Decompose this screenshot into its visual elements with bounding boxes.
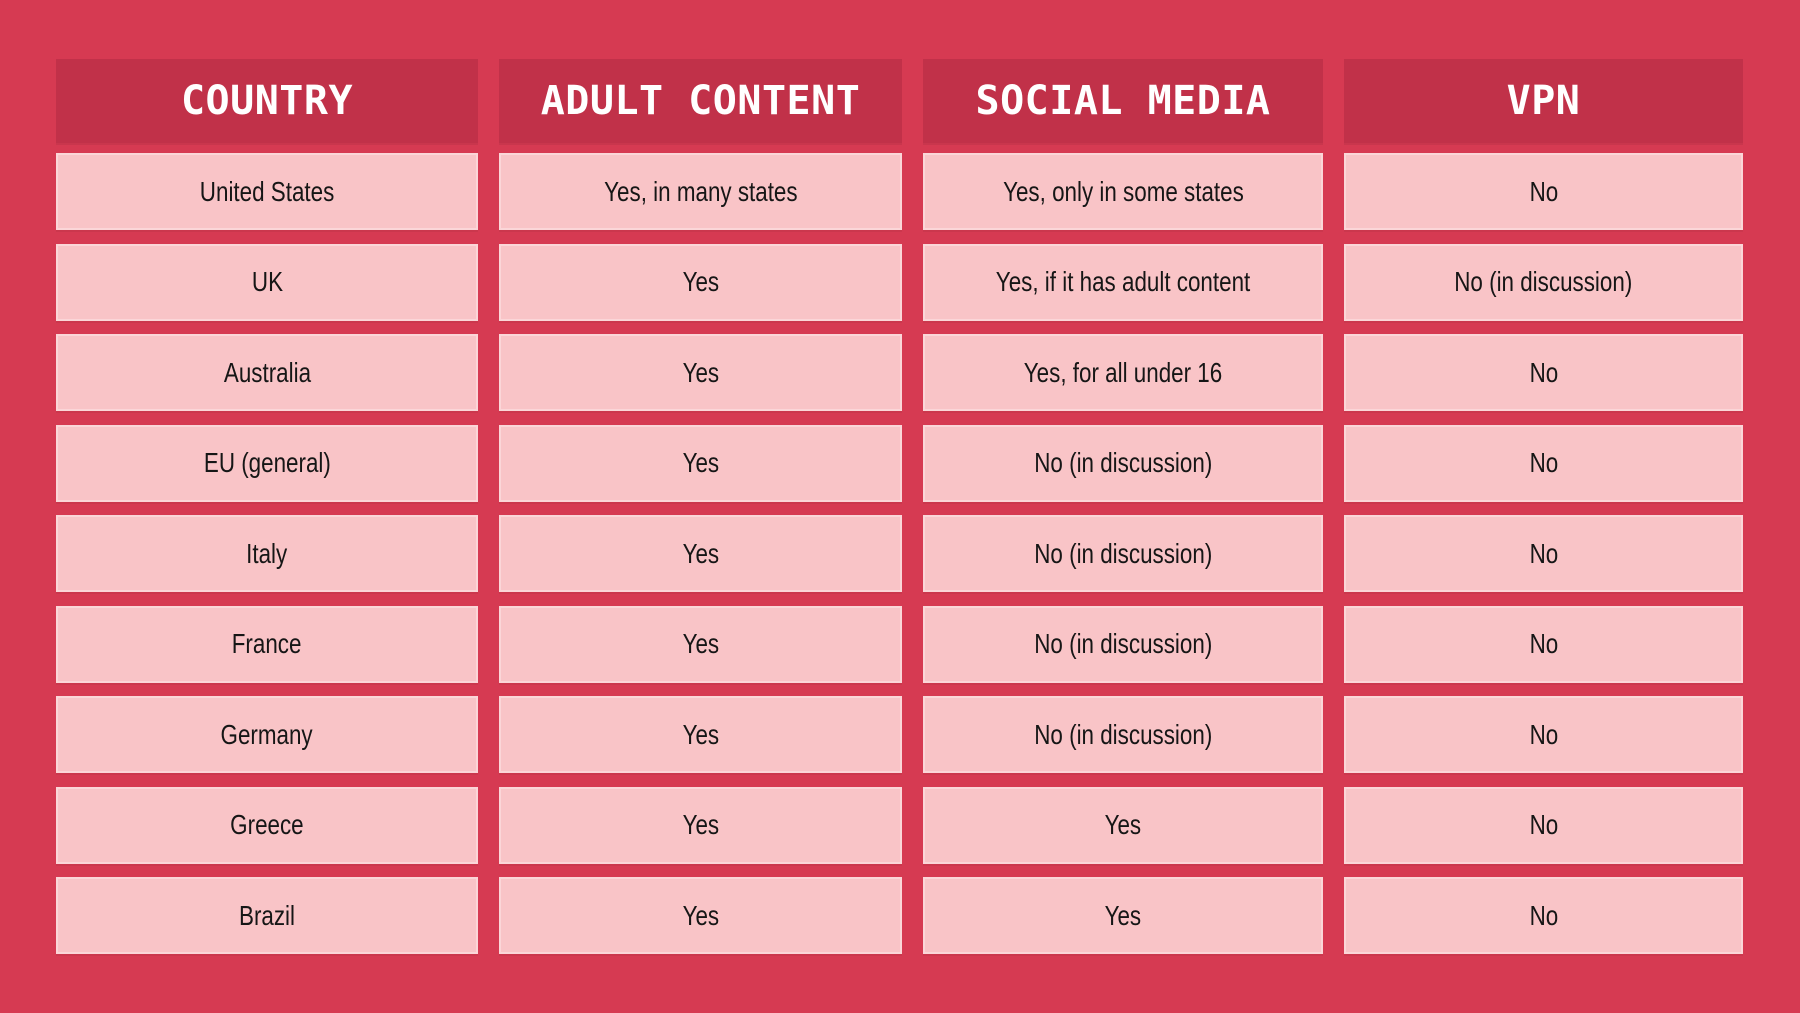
table-row: United States Yes, in many states Yes, onl… [56,153,1744,230]
cell-text: Yes [682,718,719,750]
cell-text: No [1529,628,1558,659]
table-cell-country: Germany [56,696,478,773]
column-header-social-media: SOCIAL MEDIA [923,59,1323,143]
table-cell-adult-content: Yes [499,424,902,502]
table-cell-vpn: No [1344,153,1743,230]
cell-text: No [1529,809,1558,840]
table-cell-social-media: Yes, for all under 16 [923,334,1323,411]
table-cell-adult-content: Yes [499,605,902,683]
table-cell-social-media: Yes, only in some states [923,153,1323,230]
cell-text: Greece [230,809,304,840]
cell-text: No [1529,537,1558,569]
table-row: Australia Yes Yes, for all under 16 No [56,334,1744,411]
table-cell-adult-content: Yes [499,696,902,773]
cell-text: Yes [682,266,719,297]
cell-text: Yes, if it has adult content [995,266,1251,297]
table-cell-vpn: No [1344,877,1743,954]
table-cell-adult-content: Yes [499,243,902,321]
cell-text: Yes, only in some states [1002,175,1244,207]
table-cell-country: France [56,605,478,683]
table-cell-vpn: No (in discussion) [1344,243,1743,321]
table-cell-social-media: Yes, if it has adult content [923,243,1323,321]
cell-text: Italy [246,537,288,569]
table-cell-adult-content: Yes [499,877,902,954]
table-row: Germany Yes No (in discussion) No [56,696,1744,773]
cell-text: No [1529,175,1558,207]
column-header-vpn: VPN [1344,59,1743,143]
table-cell-adult-content: Yes [499,334,902,411]
cell-text: No [1529,718,1558,750]
cell-text: No (in discussion) [1033,718,1213,750]
cell-text: Yes [682,809,719,840]
cell-text: No (in discussion) [1033,537,1213,569]
cell-text: Yes [682,899,719,931]
cell-text: Yes, in many states [603,175,798,207]
table-row: Italy Yes No (in discussion) No [56,515,1744,592]
cell-text: Yes [1104,809,1142,840]
cell-text: Yes, for all under 16 [1023,356,1223,388]
table-row: UK Yes Yes, if it has adult content No (in … [56,243,1744,321]
cell-text: No (in discussion) [1033,628,1213,659]
table-cell-vpn: No [1344,334,1743,411]
cell-text: Yes [682,356,719,388]
table-cell-social-media: No (in discussion) [923,424,1323,502]
table-cell-vpn: No [1344,696,1743,773]
table-cell-country: Italy [56,515,478,592]
table-cell-social-media: Yes [923,786,1323,864]
table-cell-adult-content: Yes, in many states [499,153,902,230]
cell-text: No [1529,356,1558,388]
cell-text: Brazil [238,899,295,931]
cell-text: No [1529,899,1558,931]
table-cell-vpn: No [1344,605,1743,683]
table-cell-vpn: No [1344,786,1743,864]
cell-text: UK [251,266,283,297]
cell-text: No (in discussion) [1454,266,1633,297]
cell-text: No (in discussion) [1033,447,1213,478]
cell-text: France [232,628,302,659]
table-row: Greece Yes Yes No [56,786,1744,864]
cell-text: Yes [682,537,719,569]
table-row: France Yes No (in discussion) No [56,605,1744,683]
table-cell-social-media: Yes [923,877,1323,954]
column-header-adult-content: ADULT CONTENT [499,59,902,143]
table-row: Brazil Yes Yes No [56,877,1744,954]
cell-text: Yes [682,447,719,478]
age-verification-table: COUNTRY ADULT CONTENT SOCIAL MEDIA VPN Unit… [56,59,1744,954]
table-cell-country: Greece [56,786,478,864]
table-cell-country: EU (general) [56,424,478,502]
table-cell-social-media: No (in discussion) [923,515,1323,592]
table-cell-social-media: No (in discussion) [923,696,1323,773]
cell-text: United States [199,175,335,207]
table-header-row: COUNTRY ADULT CONTENT SOCIAL MEDIA VPN [56,59,1744,143]
cell-text: EU (general) [203,447,331,478]
cell-text: Yes [1104,899,1142,931]
table-cell-country: United States [56,153,478,230]
table-cell-country: Australia [56,334,478,411]
cell-text: Australia [223,356,311,388]
cell-text: Germany [220,718,314,750]
table-body: United States Yes, in many states Yes, onl… [56,153,1744,954]
cell-text: No [1529,447,1558,478]
cell-text: Yes [682,628,719,659]
table-cell-country: UK [56,243,478,321]
table-cell-vpn: No [1344,515,1743,592]
table-cell-country: Brazil [56,877,478,954]
table-cell-social-media: No (in discussion) [923,605,1323,683]
table-row: EU (general) Yes No (in discussion) No [56,424,1744,502]
column-header-country: COUNTRY [56,59,478,143]
table-cell-adult-content: Yes [499,515,902,592]
table-cell-vpn: No [1344,424,1743,502]
table-cell-adult-content: Yes [499,786,902,864]
